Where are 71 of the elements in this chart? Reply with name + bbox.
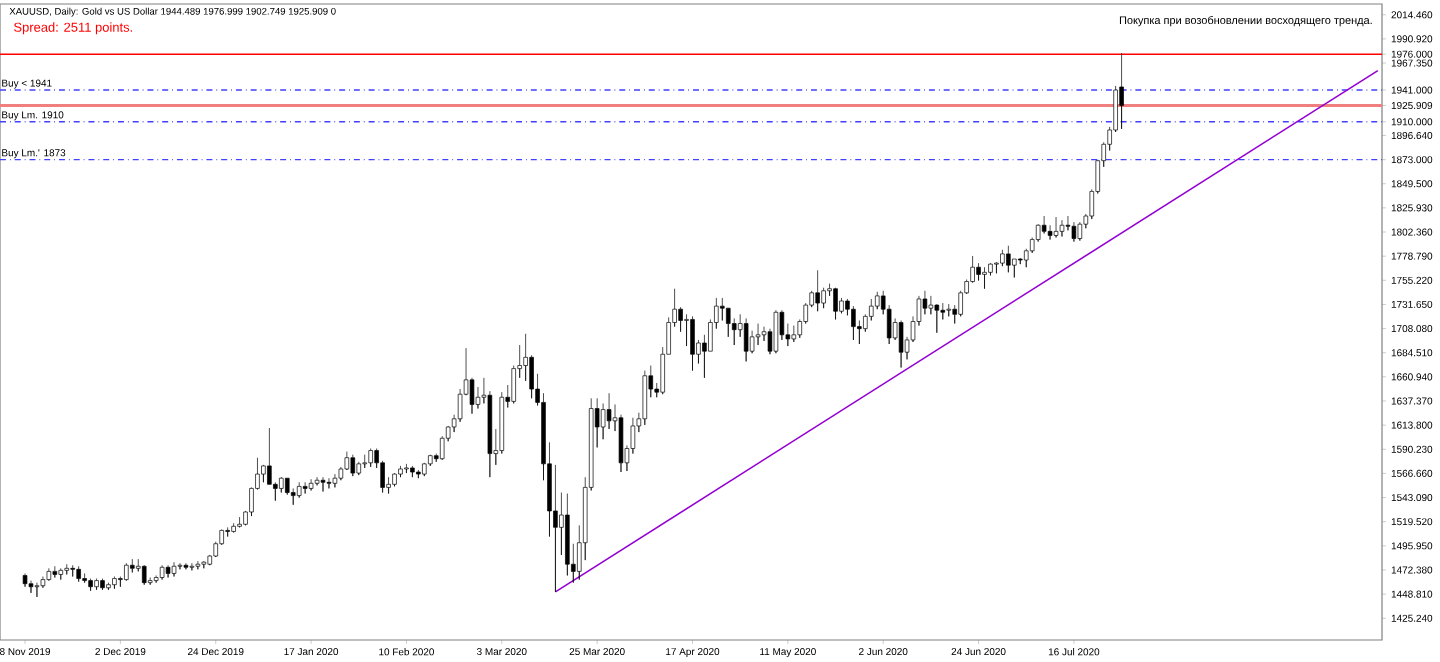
candlestick: [88, 578, 93, 592]
candlestick: [833, 287, 838, 320]
candlestick: [1041, 215, 1047, 234]
candlestick: [64, 563, 70, 575]
candlestick: [171, 561, 177, 577]
candlestick: [231, 522, 236, 533]
candlestick: [642, 370, 648, 426]
candlestick: [356, 461, 362, 476]
candlestick: [475, 386, 481, 409]
candlestick: [141, 564, 147, 586]
candlestick: [279, 476, 284, 493]
candlestick: [976, 262, 981, 281]
candlestick: [237, 516, 242, 528]
candlestick: [130, 558, 135, 573]
candlestick: [165, 564, 171, 578]
candlestick: [189, 562, 195, 571]
candlestick: [1071, 221, 1077, 242]
candlestick: [743, 318, 749, 362]
candlestick: [320, 476, 326, 492]
candlestick: [106, 582, 111, 591]
candlestick: [982, 266, 987, 290]
candlestick: [76, 565, 81, 582]
candlestick: [422, 462, 427, 477]
candlestick: [1053, 216, 1059, 238]
candlestick: [392, 472, 397, 487]
candlestick: [201, 560, 207, 569]
candlestick: [225, 526, 230, 537]
candlestick: [815, 269, 820, 312]
candlestick: [302, 481, 308, 494]
candlestick: [326, 477, 332, 489]
candlestick: [934, 303, 940, 334]
candlestick: [755, 323, 761, 346]
candlestick: [1047, 224, 1053, 240]
candlestick: [40, 576, 46, 589]
candlestick: [410, 465, 415, 478]
candlestick: [112, 576, 117, 590]
candlestick: [58, 567, 64, 580]
candlestick: [308, 478, 314, 491]
candlestick: [1077, 221, 1083, 241]
candlestick: [1006, 245, 1011, 273]
candlestick: [898, 320, 904, 368]
candlestick: [70, 564, 75, 577]
candlestick: [1000, 249, 1005, 267]
candlestick: [946, 303, 952, 317]
candlestick: [565, 493, 570, 576]
candlestick: [28, 580, 34, 594]
candlestick: [159, 564, 165, 580]
candlestick: [368, 448, 373, 468]
candlestick: [177, 562, 183, 570]
candlestick: [314, 476, 320, 486]
candlestick: [398, 465, 403, 478]
candlestick: [851, 305, 856, 341]
candlestick: [773, 309, 779, 354]
candlestick: [791, 325, 797, 343]
candlestick: [46, 567, 52, 581]
candlestick: [195, 560, 201, 570]
candlestick: [1059, 219, 1065, 237]
candlestick: [332, 473, 338, 488]
candlestick: [416, 469, 421, 479]
candlestick: [52, 565, 58, 578]
candlestick: [34, 582, 40, 598]
candlestick: [124, 562, 129, 581]
candlestick: [296, 481, 302, 498]
candlestick: [362, 454, 367, 469]
candlestick: [100, 578, 105, 591]
candlestick: [690, 316, 695, 371]
candlestick: [350, 454, 356, 477]
candlestick: [22, 573, 28, 588]
candlestick: [1119, 52, 1124, 130]
candlestick: [404, 463, 409, 474]
candlestick: [94, 578, 99, 591]
